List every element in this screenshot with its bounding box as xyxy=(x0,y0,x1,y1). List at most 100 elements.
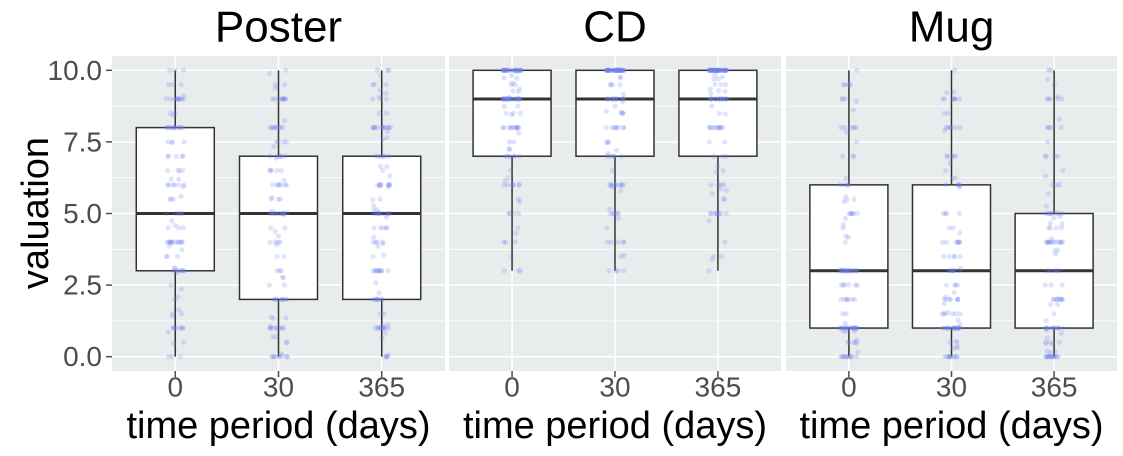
jitter-point xyxy=(953,325,959,331)
jitter-point xyxy=(847,210,853,217)
jitter-point xyxy=(378,182,384,188)
jitter-point xyxy=(1052,239,1058,245)
jitter-point xyxy=(714,67,721,73)
jitter-point xyxy=(939,239,946,245)
jitter-point xyxy=(840,311,846,317)
jitter-point xyxy=(267,167,274,174)
jitter-point xyxy=(613,147,620,153)
jitter-point xyxy=(377,182,383,188)
jitter-point xyxy=(379,239,386,245)
box xyxy=(472,69,552,157)
jitter-point xyxy=(175,294,181,300)
jitter-point xyxy=(1043,325,1050,331)
jitter-point xyxy=(510,110,516,116)
jitter-point xyxy=(718,124,725,131)
jitter-point xyxy=(853,268,859,274)
jitter-point xyxy=(716,210,722,217)
jitter-point xyxy=(946,354,952,360)
jitter-point xyxy=(708,67,714,73)
jitter-point xyxy=(842,96,848,102)
jitter-point xyxy=(720,153,726,159)
jitter-point xyxy=(277,196,283,202)
jitter-point xyxy=(942,354,948,360)
jitter-point xyxy=(838,268,844,274)
jitter-point xyxy=(613,96,619,102)
jitter-point xyxy=(1060,167,1066,174)
jitter-point xyxy=(842,268,848,274)
jitter-point xyxy=(709,103,715,109)
jitter-point xyxy=(179,311,185,317)
jitter-point xyxy=(1044,239,1050,245)
jitter-point xyxy=(1057,239,1063,245)
jitter-point xyxy=(513,96,519,102)
jitter-point xyxy=(516,124,522,131)
jitter-point xyxy=(283,182,289,188)
jitter-point xyxy=(510,182,516,188)
jitter-point xyxy=(504,96,510,102)
jitter-point xyxy=(1058,239,1064,245)
jitter-point xyxy=(269,354,275,360)
jitter-point xyxy=(714,67,720,73)
jitter-point xyxy=(269,124,275,131)
jitter-point xyxy=(611,67,617,73)
jitter-point xyxy=(844,296,850,303)
jitter-point xyxy=(166,153,172,159)
jitter-point xyxy=(275,239,281,245)
jitter-point xyxy=(272,82,278,88)
jitter-point xyxy=(169,124,175,131)
jitter-point xyxy=(942,311,949,317)
jitter-point xyxy=(707,96,713,102)
jitter-point xyxy=(852,268,859,274)
jitter-point xyxy=(605,67,611,73)
jitter-point xyxy=(950,268,956,274)
jitter-point xyxy=(383,354,390,360)
jitter-point xyxy=(1049,325,1055,331)
jitter-point xyxy=(370,296,376,303)
jitter-point xyxy=(374,268,380,274)
jitter-point xyxy=(175,268,181,274)
jitter-point xyxy=(1044,335,1050,341)
jitter-point xyxy=(1044,239,1050,245)
jitter-point xyxy=(947,296,953,303)
jitter-point xyxy=(374,207,380,213)
jitter-point xyxy=(375,296,381,303)
jitter-point xyxy=(373,239,379,245)
jitter-point xyxy=(715,124,721,131)
jitter-point xyxy=(274,253,280,260)
jitter-point xyxy=(620,67,626,73)
jitter-point xyxy=(706,67,712,73)
jitter-point xyxy=(1054,268,1060,274)
jitter-point xyxy=(716,96,723,102)
jitter-point xyxy=(1043,153,1049,159)
jitter-point xyxy=(375,210,381,217)
jitter-point xyxy=(378,311,384,317)
jitter-point xyxy=(170,124,176,131)
jitter-point xyxy=(384,210,391,217)
jitter-point xyxy=(620,99,626,105)
jitter-point xyxy=(370,82,376,88)
y-tick-label: 7.5 xyxy=(63,126,102,157)
jitter-point xyxy=(951,325,957,331)
jitter-point xyxy=(612,96,618,102)
jitter-point xyxy=(1046,124,1052,131)
jitter-point xyxy=(610,153,616,159)
jitter-point xyxy=(500,67,506,73)
jitter-point xyxy=(850,124,856,131)
jitter-point xyxy=(504,67,510,73)
jitter-point xyxy=(1048,354,1054,360)
jitter-point xyxy=(620,110,626,116)
jitter-point xyxy=(944,325,950,331)
jitter-point xyxy=(621,268,627,274)
jitter-point xyxy=(615,239,621,245)
jitter-point xyxy=(941,296,948,303)
jitter-point xyxy=(952,67,958,73)
jitter-point xyxy=(955,282,961,288)
jitter-point xyxy=(281,139,287,145)
jitter-point xyxy=(500,124,506,131)
jitter-point xyxy=(380,153,386,159)
jitter-point xyxy=(708,96,714,102)
jitter-point xyxy=(176,210,182,217)
jitter-point xyxy=(846,210,852,217)
jitter-point xyxy=(955,182,961,188)
